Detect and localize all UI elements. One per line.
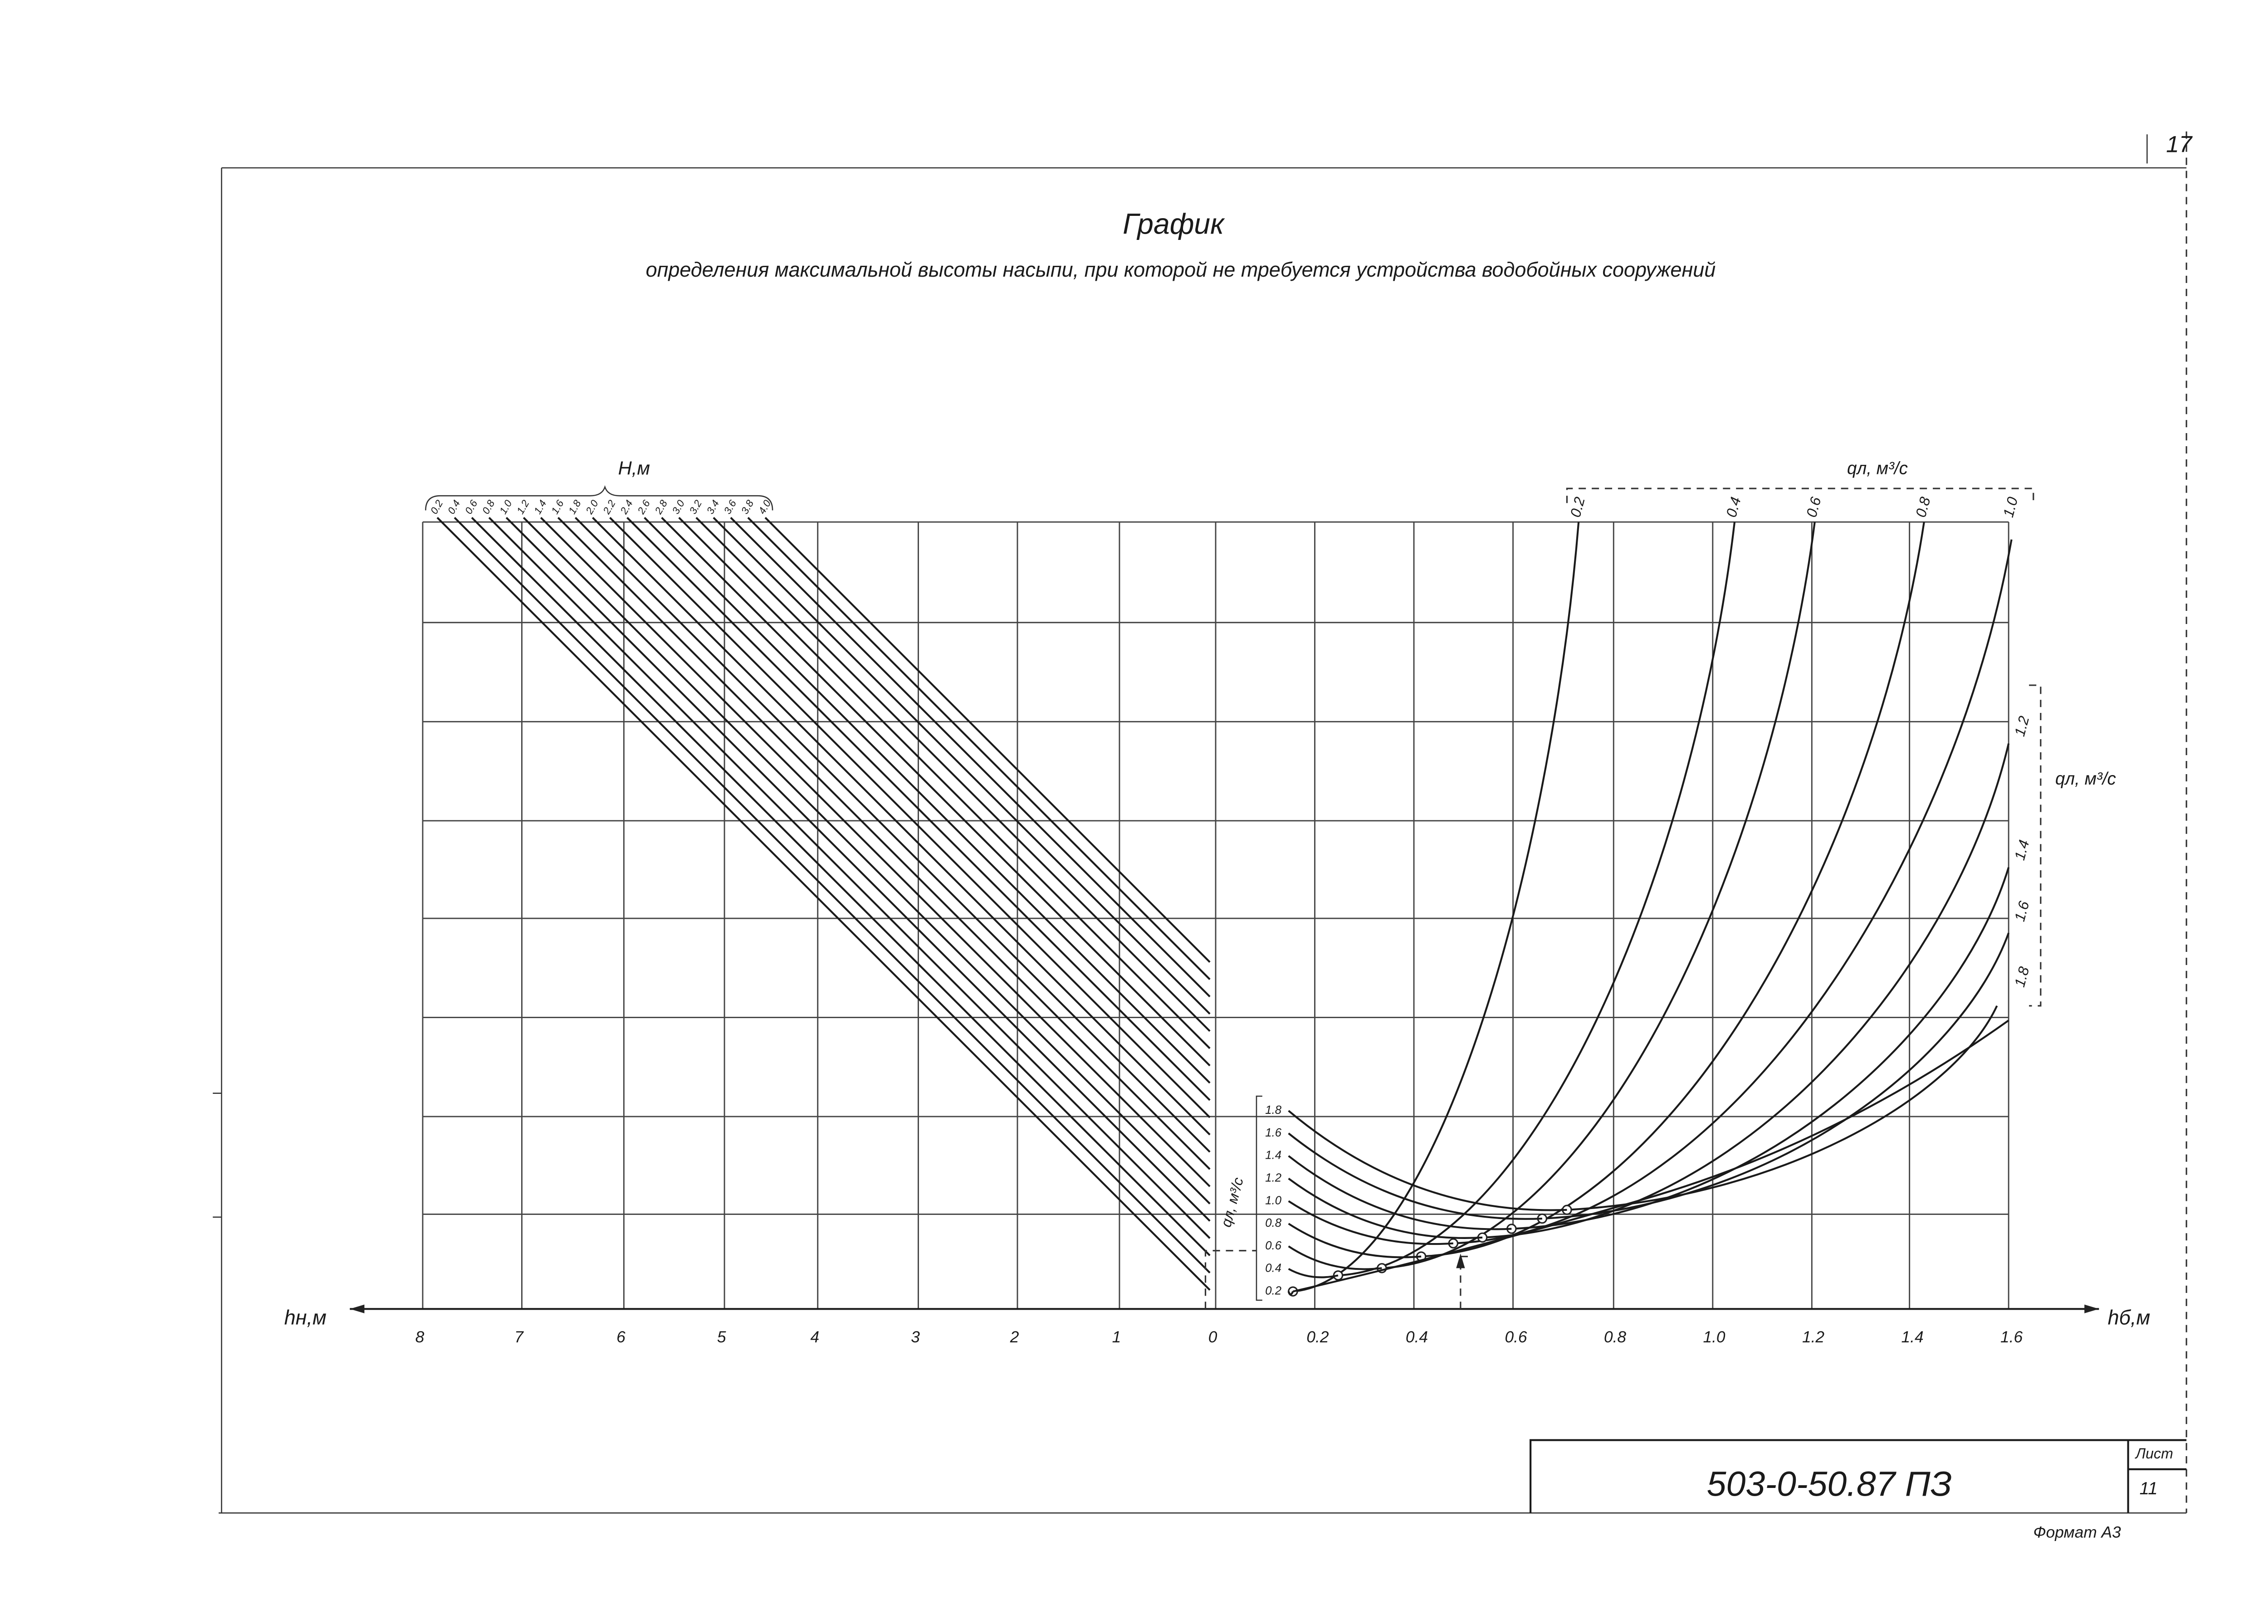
- h-scale-label: H,м: [618, 457, 650, 478]
- x-tick-label: 6: [616, 1328, 626, 1346]
- q-curve: [1421, 522, 1925, 1258]
- stamp-format: Формат А3: [2033, 1523, 2121, 1541]
- x-tick-label: 1.2: [1802, 1328, 1824, 1346]
- inner-brace: [1256, 1095, 1262, 1301]
- envelope: [1292, 1019, 2009, 1292]
- h-line: [454, 517, 1211, 1273]
- q-curve: [1511, 867, 2010, 1230]
- q-inner-curve: [1288, 1110, 1567, 1211]
- q-inner-label: 1.0: [1265, 1194, 1281, 1207]
- h-line: [609, 517, 1211, 1118]
- q-top-title: qл, м³/с: [1847, 459, 1908, 478]
- axis-label: hб,м: [2108, 1306, 2151, 1329]
- q-inner-label: 1.6: [1265, 1127, 1281, 1139]
- q-inner-curve: [1288, 1178, 1483, 1239]
- x-tick-label: 0.8: [1604, 1328, 1626, 1346]
- x-tick-label: 0.4: [1406, 1328, 1428, 1346]
- stamp-sheet: 11: [2140, 1479, 2158, 1498]
- h-line: [644, 517, 1211, 1084]
- q-inner-curve: [1288, 1245, 1382, 1270]
- q-curve: [1293, 522, 1580, 1292]
- stamp-sheet-label: Лист: [2135, 1445, 2173, 1462]
- h-line: [574, 517, 1211, 1153]
- stamp-box: [1530, 1439, 2187, 1513]
- h-line: [626, 517, 1211, 1101]
- x-tick-label: 2: [1010, 1328, 1019, 1346]
- q-inner-label: 0.4: [1265, 1262, 1281, 1275]
- x-tick-label: 5: [717, 1328, 726, 1346]
- h-line: [505, 517, 1211, 1222]
- q-inner-curve: [1288, 1268, 1339, 1278]
- q-inner-label: 0.2: [1265, 1285, 1281, 1297]
- x-tick-label: 1.6: [2000, 1328, 2023, 1346]
- q-side-title: qл, м³/с: [2055, 769, 2116, 789]
- axis-label: hн,м: [284, 1306, 327, 1329]
- x-tick-label: 3: [911, 1328, 920, 1346]
- q-inner-curve: [1287, 1291, 1294, 1296]
- x-tick-label: 0.2: [1306, 1328, 1329, 1346]
- brace: [425, 485, 773, 511]
- x-tick-label: 7: [514, 1328, 524, 1346]
- x-tick-label: 8: [415, 1328, 425, 1346]
- h-line: [747, 517, 1211, 980]
- h-line: [678, 517, 1211, 1049]
- h-line: [661, 517, 1211, 1067]
- h-line: [488, 517, 1211, 1239]
- q-inner-curve: [1288, 1200, 1453, 1245]
- q-inner-label: 0.6: [1265, 1239, 1281, 1252]
- x-tick-label: 1.4: [1901, 1328, 1923, 1346]
- h-line: [764, 517, 1211, 963]
- example-arrow: [1456, 1253, 1465, 1268]
- h-line: [436, 517, 1211, 1291]
- title: График: [1123, 208, 1225, 240]
- h-line: [592, 517, 1211, 1136]
- q-inner-curve: [1288, 1223, 1422, 1258]
- q-inner-curve: [1288, 1132, 1542, 1220]
- h-line: [471, 517, 1211, 1256]
- q-curve: [1482, 743, 2010, 1239]
- brace: [2029, 684, 2042, 1007]
- h-line: [730, 517, 1211, 998]
- q-inner-label: 1.2: [1265, 1171, 1281, 1184]
- x-tick-label: 0: [1208, 1328, 1217, 1346]
- h-line: [557, 517, 1211, 1170]
- q-inner-label: 1.8: [1265, 1104, 1281, 1117]
- x-tick-label: 0.6: [1505, 1328, 1527, 1346]
- subtitle: определения максимальной высоты насыпи, …: [646, 258, 1716, 281]
- q-curve: [1453, 539, 2013, 1244]
- q-inner-label: 0.8: [1265, 1217, 1281, 1229]
- brace: [1566, 488, 2034, 503]
- stamp-code: 503-0-50.87 ПЗ: [1707, 1465, 1952, 1504]
- h-line: [695, 517, 1211, 1032]
- page-number: 17: [2166, 131, 2193, 157]
- h-line: [540, 517, 1211, 1187]
- q-inner-label: 1.4: [1265, 1149, 1281, 1162]
- q-inner-curve: [1288, 1155, 1512, 1230]
- h-line: [713, 517, 1211, 1015]
- x-tick-label: 1.0: [1703, 1328, 1725, 1346]
- x-tick-label: 1: [1112, 1328, 1121, 1346]
- h-line: [523, 517, 1211, 1205]
- x-tick-label: 4: [810, 1328, 819, 1346]
